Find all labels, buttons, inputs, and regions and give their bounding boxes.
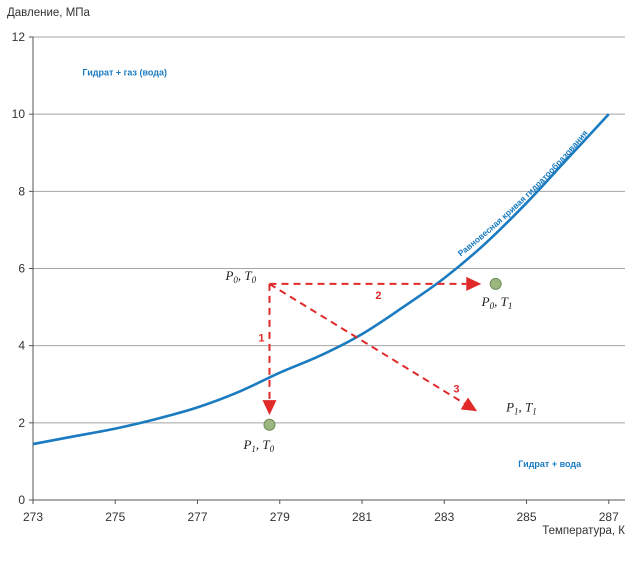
- series: Равновесная кривая гидратообразования: [32, 113, 610, 446]
- x-tick-label: 273: [23, 510, 43, 524]
- point-label-part: T: [262, 437, 270, 452]
- y-axis-title: Давление, МПа: [7, 7, 91, 19]
- point-label: P0, T0: [224, 268, 256, 285]
- y-tick-label: 10: [12, 107, 26, 121]
- arrow-2-head: [466, 276, 482, 291]
- x-axis-title: Температура, К: [542, 525, 625, 537]
- curve-label-text: Равновесная кривая гидратообразования: [456, 128, 590, 258]
- x-tick-label: 275: [105, 510, 125, 524]
- y-tick-label: 6: [18, 262, 25, 276]
- point-label-subscript: 1: [532, 406, 537, 416]
- point-label-part: ,: [519, 399, 526, 414]
- x-tick-label: 285: [517, 510, 537, 524]
- point-label-part: P: [242, 437, 251, 452]
- point-label-part: ,: [494, 294, 501, 309]
- point-label-subscript: 0: [252, 275, 257, 285]
- point-label-subscript: 1: [508, 301, 512, 311]
- point-label-subscript: 1: [514, 406, 519, 416]
- point-label-part: T: [525, 399, 533, 414]
- x-tick-label: 281: [352, 510, 372, 524]
- region-label: Гидрат + вода: [518, 459, 582, 469]
- arrow-3-head: [460, 397, 478, 412]
- point-label-subscript: 0: [490, 301, 495, 311]
- point-label: P1, T0: [242, 437, 274, 454]
- point-label-subscript: 1: [251, 444, 256, 454]
- y-tick-label: 2: [18, 416, 25, 430]
- point-label-part: P: [481, 294, 490, 309]
- y-tick-label: 8: [18, 184, 25, 198]
- x-tick-label: 279: [270, 510, 290, 524]
- arrow-1-number: 1: [258, 333, 264, 345]
- arrow-2-number: 2: [375, 290, 381, 302]
- point-label-part: P: [224, 268, 233, 283]
- grid: [33, 36, 625, 424]
- arrows: 1 2 3: [258, 276, 482, 416]
- point-label-part: P: [505, 399, 514, 414]
- point-label: P0, T1: [481, 294, 513, 311]
- point-label-part: T: [501, 294, 509, 309]
- arrow-3-number: 3: [453, 384, 459, 396]
- point-label-part: ,: [238, 268, 245, 283]
- x-tick-label: 287: [599, 510, 619, 524]
- y-tick-label: 4: [18, 339, 25, 353]
- point-label-part: T: [244, 268, 252, 283]
- curve-label: Равновесная кривая гидратообразования: [456, 128, 590, 258]
- x-tick-label: 277: [187, 510, 207, 524]
- y-tick-label: 0: [18, 493, 25, 507]
- point-label-subscript: 0: [233, 275, 238, 285]
- arrow-3-shaft: [268, 283, 465, 405]
- point-label-part: ,: [256, 437, 263, 452]
- point-label: P1, T1: [505, 399, 537, 416]
- y-tick-label: 12: [12, 30, 26, 44]
- region-labels: Гидрат + газ (вода) Гидрат + вода: [82, 68, 582, 470]
- arrow-1-head: [262, 400, 277, 416]
- state-point-marker: [263, 418, 276, 431]
- equilibrium-curve: [32, 113, 610, 446]
- region-label: Гидрат + газ (вода): [82, 68, 167, 78]
- x-tick-label: 283: [434, 510, 454, 524]
- state-point-marker: [489, 277, 502, 290]
- point-label-subscript: 0: [270, 444, 275, 454]
